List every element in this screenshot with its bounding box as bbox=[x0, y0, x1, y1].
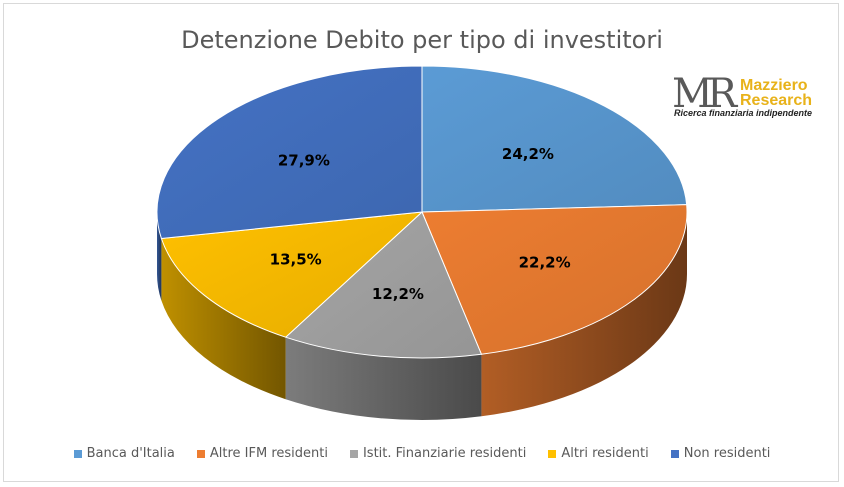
chart-legend: Banca d'Italia Altre IFM residenti Istit. … bbox=[0, 446, 844, 461]
chart-title: Detenzione Debito per tipo di investitor… bbox=[181, 26, 663, 54]
legend-item-2: Istit. Finanziarie residenti bbox=[349, 446, 527, 461]
legend-label-1: Altre IFM residenti bbox=[209, 446, 328, 461]
pie-slice-4 bbox=[156, 65, 423, 239]
pie-slice-3 bbox=[160, 211, 424, 338]
legend-swatch-1 bbox=[196, 449, 205, 458]
logo-brand-line2: Research bbox=[740, 92, 813, 109]
pie-slice-1 bbox=[421, 204, 688, 355]
legend-swatch-4 bbox=[670, 449, 679, 458]
pie-slice-0 bbox=[421, 65, 688, 213]
logo-brand: Mazziero Research bbox=[740, 77, 813, 109]
legend-label-3: Altri residenti bbox=[561, 446, 649, 461]
logo-brand-line1: Mazziero bbox=[740, 77, 808, 94]
legend-label-4: Non residenti bbox=[683, 446, 771, 461]
legend-label-2: Istit. Finanziarie residenti bbox=[362, 446, 527, 461]
pie-side-4 bbox=[157, 212, 162, 301]
pie-slice-2 bbox=[284, 211, 483, 359]
legend-swatch-2 bbox=[349, 449, 358, 458]
legend-item-3: Altri residenti bbox=[548, 446, 649, 461]
legend-item-0: Banca d'Italia bbox=[73, 446, 175, 461]
legend-item-4: Non residenti bbox=[670, 446, 771, 461]
pie-data-label-2: 12,2% bbox=[372, 285, 424, 303]
legend-swatch-3 bbox=[548, 449, 557, 458]
logo-tagline: Ricerca finanziaria indipendente bbox=[674, 108, 813, 118]
legend-item-1: Altre IFM residenti bbox=[196, 446, 328, 461]
pie-data-label-0: 24,2% bbox=[502, 145, 554, 163]
logo-mark: MR bbox=[672, 71, 737, 117]
legend-label-0: Banca d'Italia bbox=[86, 446, 175, 461]
pie-labels: 24,2% 22,2% 12,2% 13,5% 27,9% bbox=[270, 145, 571, 303]
pie-tops bbox=[156, 65, 688, 359]
pie-side-1 bbox=[481, 212, 687, 417]
mazziero-research-logo: MR Mazziero Research Ricerca finanziaria… bbox=[672, 74, 832, 124]
pie-data-label-1: 22,2% bbox=[519, 253, 571, 271]
pie-side-3 bbox=[161, 238, 286, 400]
legend-swatch-0 bbox=[73, 449, 82, 458]
pie-data-label-4: 27,9% bbox=[278, 152, 330, 170]
pie-data-label-3: 13,5% bbox=[270, 251, 322, 269]
